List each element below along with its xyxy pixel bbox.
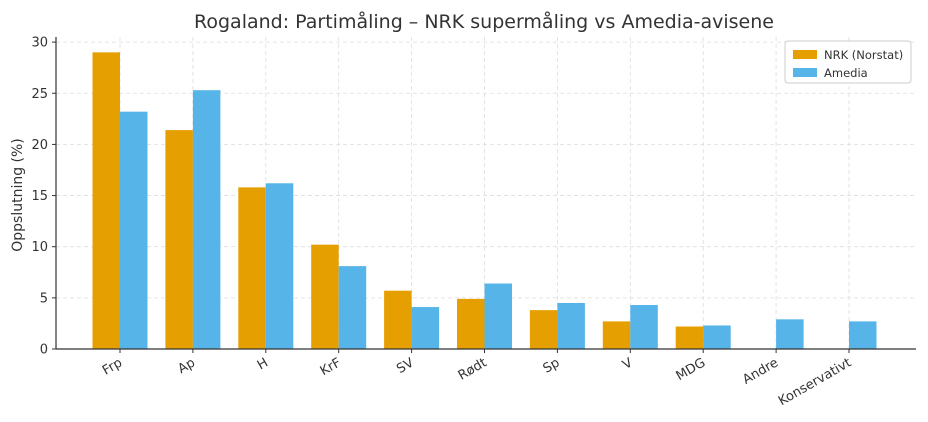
x-tick-label: MDG bbox=[674, 355, 709, 384]
legend-label: Amedia bbox=[824, 66, 868, 80]
chart-title: Rogaland: Partimåling – NRK supermåling … bbox=[194, 10, 774, 33]
bar-amedia bbox=[484, 283, 512, 349]
legend: NRK (Norstat) Amedia bbox=[784, 40, 912, 84]
x-tick-label: Rødt bbox=[456, 355, 490, 383]
legend-label: NRK (Norstat) bbox=[824, 48, 903, 62]
y-ticks: 0 5 10 15 20 25 30 bbox=[31, 36, 56, 358]
x-tick-label: SV bbox=[394, 355, 416, 377]
bar-nrk bbox=[529, 310, 558, 349]
bar-amedia bbox=[703, 325, 731, 349]
bar-amedia bbox=[849, 321, 877, 349]
bar-nrk bbox=[457, 298, 485, 349]
bar-nrk bbox=[384, 290, 412, 349]
y-tick-label: 30 bbox=[31, 36, 48, 51]
legend-swatch bbox=[793, 50, 817, 59]
bar-amedia bbox=[557, 302, 585, 349]
y-axis-label: Oppslutning (%) bbox=[10, 138, 26, 252]
y-tick-label: 0 bbox=[40, 343, 48, 358]
bar-amedia bbox=[411, 307, 440, 349]
x-tick-label: Frp bbox=[100, 355, 125, 378]
bar-amedia bbox=[776, 319, 804, 349]
bar-amedia bbox=[192, 90, 221, 349]
x-tick-label: H bbox=[255, 355, 271, 373]
bar-nrk bbox=[675, 326, 704, 349]
y-tick-label: 20 bbox=[31, 138, 48, 153]
bar-amedia bbox=[630, 305, 658, 349]
bar-amedia bbox=[338, 266, 367, 349]
x-tick-label: V bbox=[620, 355, 635, 372]
bar-nrk bbox=[311, 244, 339, 349]
x-tick-label: KrF bbox=[318, 355, 344, 379]
x-tick-label: Konservativt bbox=[776, 355, 854, 409]
legend-swatch bbox=[793, 68, 817, 77]
bar-nrk bbox=[165, 130, 193, 349]
x-tick-label: Sp bbox=[541, 355, 563, 376]
axes bbox=[55, 37, 916, 350]
bar-nrk bbox=[238, 187, 266, 349]
bars bbox=[92, 52, 877, 349]
bar-nrk bbox=[602, 321, 631, 349]
y-tick-label: 10 bbox=[31, 240, 48, 255]
y-tick-label: 25 bbox=[31, 87, 48, 102]
x-tick-label: Andre bbox=[740, 355, 781, 387]
bar-amedia bbox=[120, 111, 148, 349]
y-tick-label: 15 bbox=[31, 189, 48, 204]
bar-amedia bbox=[265, 183, 294, 349]
y-tick-label: 5 bbox=[40, 291, 48, 306]
bar-nrk bbox=[92, 52, 120, 349]
x-tick-label: Ap bbox=[176, 355, 198, 377]
